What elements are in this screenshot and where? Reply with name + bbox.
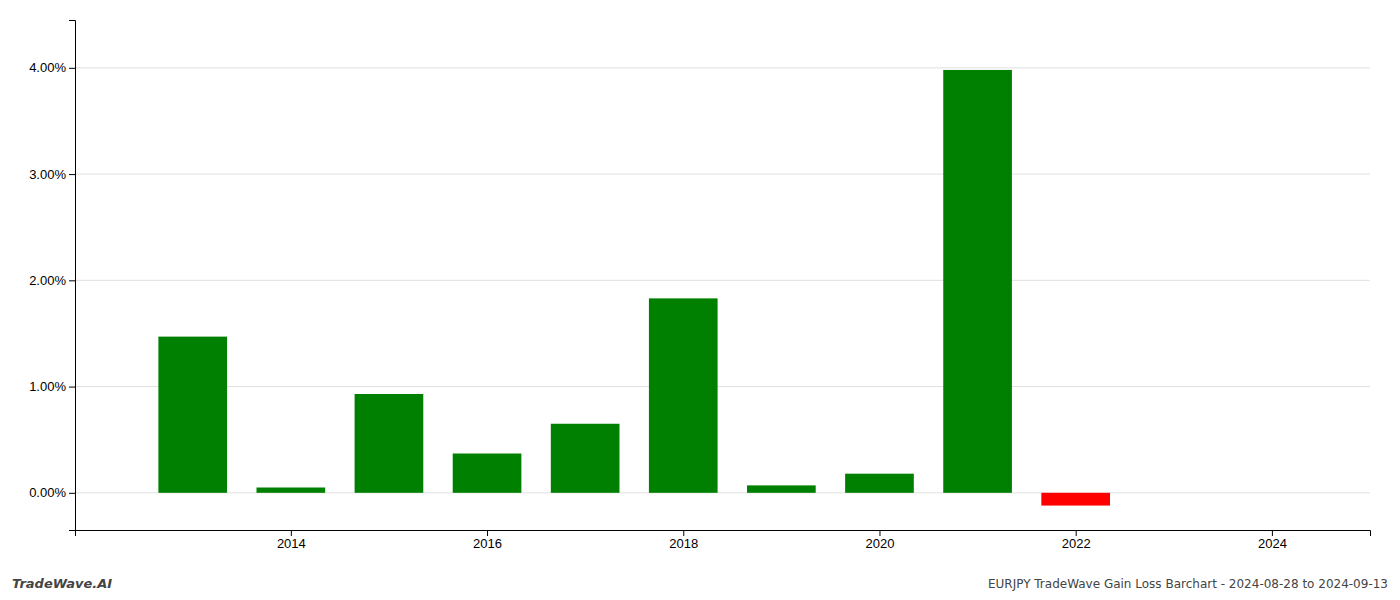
bar — [551, 424, 620, 493]
x-tick: 2020 — [866, 530, 895, 551]
x-tick-mark — [879, 530, 880, 536]
footer-right: EURJPY TradeWave Gain Loss Barchart - 20… — [988, 577, 1388, 591]
y-tick: 1.00% — [29, 379, 75, 394]
bar — [747, 485, 816, 492]
bar — [1041, 493, 1110, 506]
x-axis-line — [76, 531, 1371, 537]
y-tick-label: 0.00% — [29, 485, 66, 500]
y-tick: 3.00% — [29, 167, 75, 182]
y-tick-mark — [69, 68, 75, 69]
y-axis-line — [69, 21, 76, 531]
grid-line — [75, 67, 1370, 68]
bar — [256, 488, 325, 493]
bar — [158, 337, 227, 493]
x-tick-mark — [291, 530, 292, 536]
bars — [158, 70, 1110, 506]
x-tick-mark — [487, 530, 488, 536]
x-tick-mark — [683, 530, 684, 536]
bar — [453, 454, 522, 493]
y-tick-mark — [69, 174, 75, 175]
y-tick-label: 2.00% — [29, 273, 66, 288]
y-tick-label: 1.00% — [29, 379, 66, 394]
x-tick: 2024 — [1258, 530, 1287, 551]
bar — [845, 474, 914, 493]
y-tick-mark — [69, 280, 75, 281]
x-tick-label: 2024 — [1258, 536, 1287, 551]
x-axis: 2014 2016 2018 2020 2022 2024 — [76, 530, 1371, 551]
grid-line — [75, 174, 1370, 175]
x-tick-label: 2020 — [866, 536, 895, 551]
y-tick: 0.00% — [29, 485, 75, 500]
y-axis: 0.00% 1.00% 2.00% 3.00% 4.00% — [29, 21, 75, 531]
bar — [943, 70, 1012, 493]
y-tick-mark — [69, 493, 75, 494]
grid-line — [75, 386, 1370, 387]
bar — [355, 394, 424, 493]
y-tick-mark — [69, 387, 75, 388]
grid-line — [75, 280, 1370, 281]
x-tick: 2016 — [473, 530, 502, 551]
bar — [649, 298, 718, 492]
y-tick-label: 3.00% — [29, 167, 66, 182]
x-tick-mark — [1076, 530, 1077, 536]
x-tick: 2022 — [1062, 530, 1091, 551]
x-tick: 2018 — [669, 530, 698, 551]
x-tick: 2014 — [277, 530, 306, 551]
x-tick-label: 2016 — [473, 536, 502, 551]
y-tick: 4.00% — [29, 60, 75, 75]
x-tick-mark — [1272, 530, 1273, 536]
x-tick-label: 2014 — [277, 536, 306, 551]
y-tick-label: 4.00% — [29, 60, 66, 75]
x-tick-label: 2022 — [1062, 536, 1091, 551]
grid — [75, 68, 1370, 493]
y-tick: 2.00% — [29, 273, 75, 288]
x-tick-label: 2018 — [669, 536, 698, 551]
footer-left: TradeWave.AI — [12, 576, 112, 591]
plot-area: 2014 2016 2018 2020 2022 2024 0.00% 1.00% 2.00% 3… — [29, 21, 1370, 552]
chart-root: 2014 2016 2018 2020 2022 2024 0.00% 1.00% 2.00% 3… — [0, 0, 1400, 600]
